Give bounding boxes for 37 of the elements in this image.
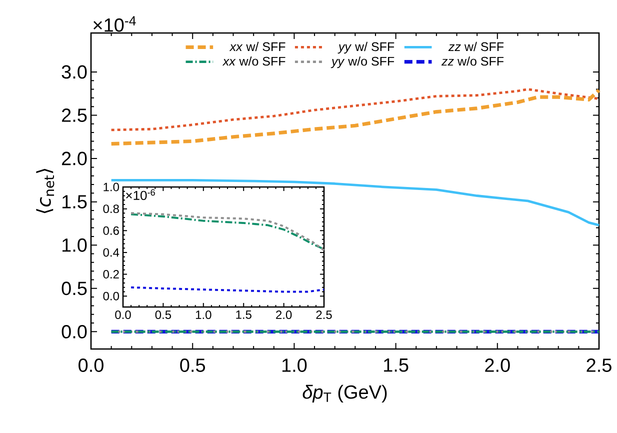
y-tick-label: 0.6 xyxy=(103,226,119,235)
y-tick-label: 0.8 xyxy=(103,204,119,214)
y-tick-label: 0.0 xyxy=(62,324,87,338)
line-series xyxy=(110,88,600,132)
x-tick-label: 2.0 xyxy=(485,358,510,372)
y-tick-label: 0.0 xyxy=(103,292,120,300)
legend-label: xx w/ SFF xyxy=(229,42,286,52)
x-tick-label: 1.0 xyxy=(282,358,307,372)
x-axis-title: δp$_{T}$ (GeV) xyxy=(302,384,387,403)
x-tick-label: 0.0 xyxy=(115,310,131,320)
y-tick-label: 1.5 xyxy=(62,195,87,208)
legend-label: zz w/o SFF xyxy=(441,56,504,66)
x-tick-label: 2.5 xyxy=(316,310,332,320)
x-tick-label: 2.5 xyxy=(586,358,612,372)
y-tick-label: 1.0 xyxy=(62,238,87,252)
legend-label: yy w/o SFF xyxy=(330,56,394,68)
legend-label: zz w/ SFF xyxy=(448,42,504,52)
x-tick-label: 2.0 xyxy=(276,310,292,320)
annotation: ×10$^{-6}$ xyxy=(126,189,155,200)
y-tick-label: 0.5 xyxy=(62,282,87,296)
x-tick-label: 0.5 xyxy=(155,310,172,320)
legend-label: xx w/o SFF xyxy=(222,56,286,66)
y-tick-label: 2.0 xyxy=(62,152,87,166)
x-tick-label: 1.5 xyxy=(384,358,408,372)
y-tick-label: 0.2 xyxy=(103,270,119,279)
legend-label: yy w/ SFF xyxy=(338,42,394,54)
line-series xyxy=(110,88,601,146)
x-tick-label: 0.5 xyxy=(180,358,206,372)
y-tick-label: 1.0 xyxy=(104,182,120,192)
x-tick-label: 1.5 xyxy=(236,310,252,319)
y-axis-title: ⟨c$_{net}$⟩ xyxy=(36,168,54,214)
y-tick-label: 0.4 xyxy=(103,248,120,257)
text: ×10$^{-4}$ xyxy=(94,16,136,32)
y-tick-label: 3.0 xyxy=(62,65,87,79)
x-tick-label: 0.0 xyxy=(78,358,104,372)
x-tick-label: 1.0 xyxy=(196,310,212,320)
y-tick-label: 2.5 xyxy=(62,108,87,122)
